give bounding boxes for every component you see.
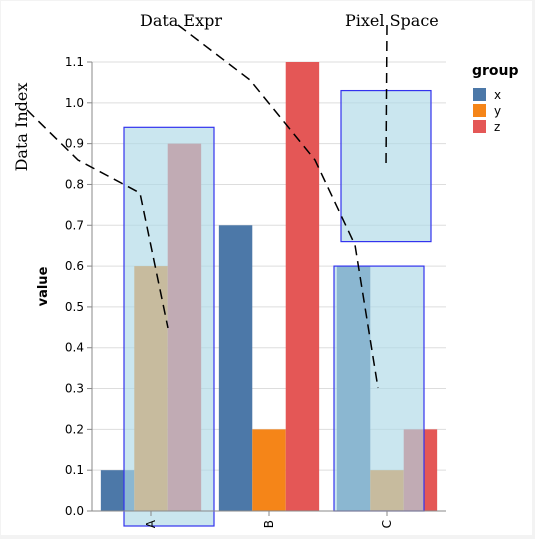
dashed-path-data-expr [177, 24, 379, 389]
highlight-rect-c [333, 265, 425, 512]
annotation-pixel-space: Pixel Space [345, 11, 439, 30]
legend-swatch-z [473, 120, 486, 133]
annotations: Data Expr Pixel Space Data Index [12, 11, 439, 389]
highlight-rect-pixel-space [340, 89, 432, 243]
y-tick-label: 0.1 [65, 463, 84, 477]
y-tick-label: 1.1 [65, 55, 84, 69]
y-tick-label: 1.0 [65, 96, 84, 110]
y-tick-label: 0.2 [65, 422, 84, 436]
x-tick-label: A [144, 519, 158, 528]
legend-title: group [472, 63, 519, 79]
y-tick-label: 0.4 [65, 341, 84, 355]
y-tick-label: 0.8 [65, 177, 84, 191]
y-tick-label: 0.6 [65, 259, 84, 273]
legend: group xyz [472, 63, 519, 134]
x-tick-label: C [380, 520, 394, 528]
axes: 0.0 0.1 0.2 0.3 0.4 0.5 0.6 0.7 0.8 0.9 1.0 1.1 A B Cv… [36, 55, 446, 528]
y-tick-label: 0.3 [65, 382, 84, 396]
bar-B-z [285, 62, 320, 511]
y-axis-title: value [36, 266, 51, 306]
legend-label-y: y [494, 104, 501, 118]
y-tick-label: 0.0 [65, 504, 84, 518]
legend-swatch-y [473, 104, 486, 117]
annotation-data-index: Data Index [12, 83, 31, 172]
highlight-rect-a [123, 126, 215, 527]
bar-B-x [218, 225, 253, 512]
legend-label-z: z [494, 120, 500, 134]
annotation-data-expr: Data Expr [140, 11, 222, 30]
legend-swatch-x [473, 88, 486, 101]
y-tick-label: 0.5 [65, 300, 84, 314]
dashed-path-pixel-space [385, 24, 388, 169]
y-tick-label: 0.9 [65, 137, 84, 151]
bar-B-y [252, 429, 286, 511]
y-tick-label: 0.7 [65, 218, 84, 232]
dashed-path-data-index [26, 109, 169, 329]
x-tick-label: B [262, 520, 276, 528]
highlight-rects [123, 89, 432, 527]
legend-label-x: x [494, 88, 501, 102]
